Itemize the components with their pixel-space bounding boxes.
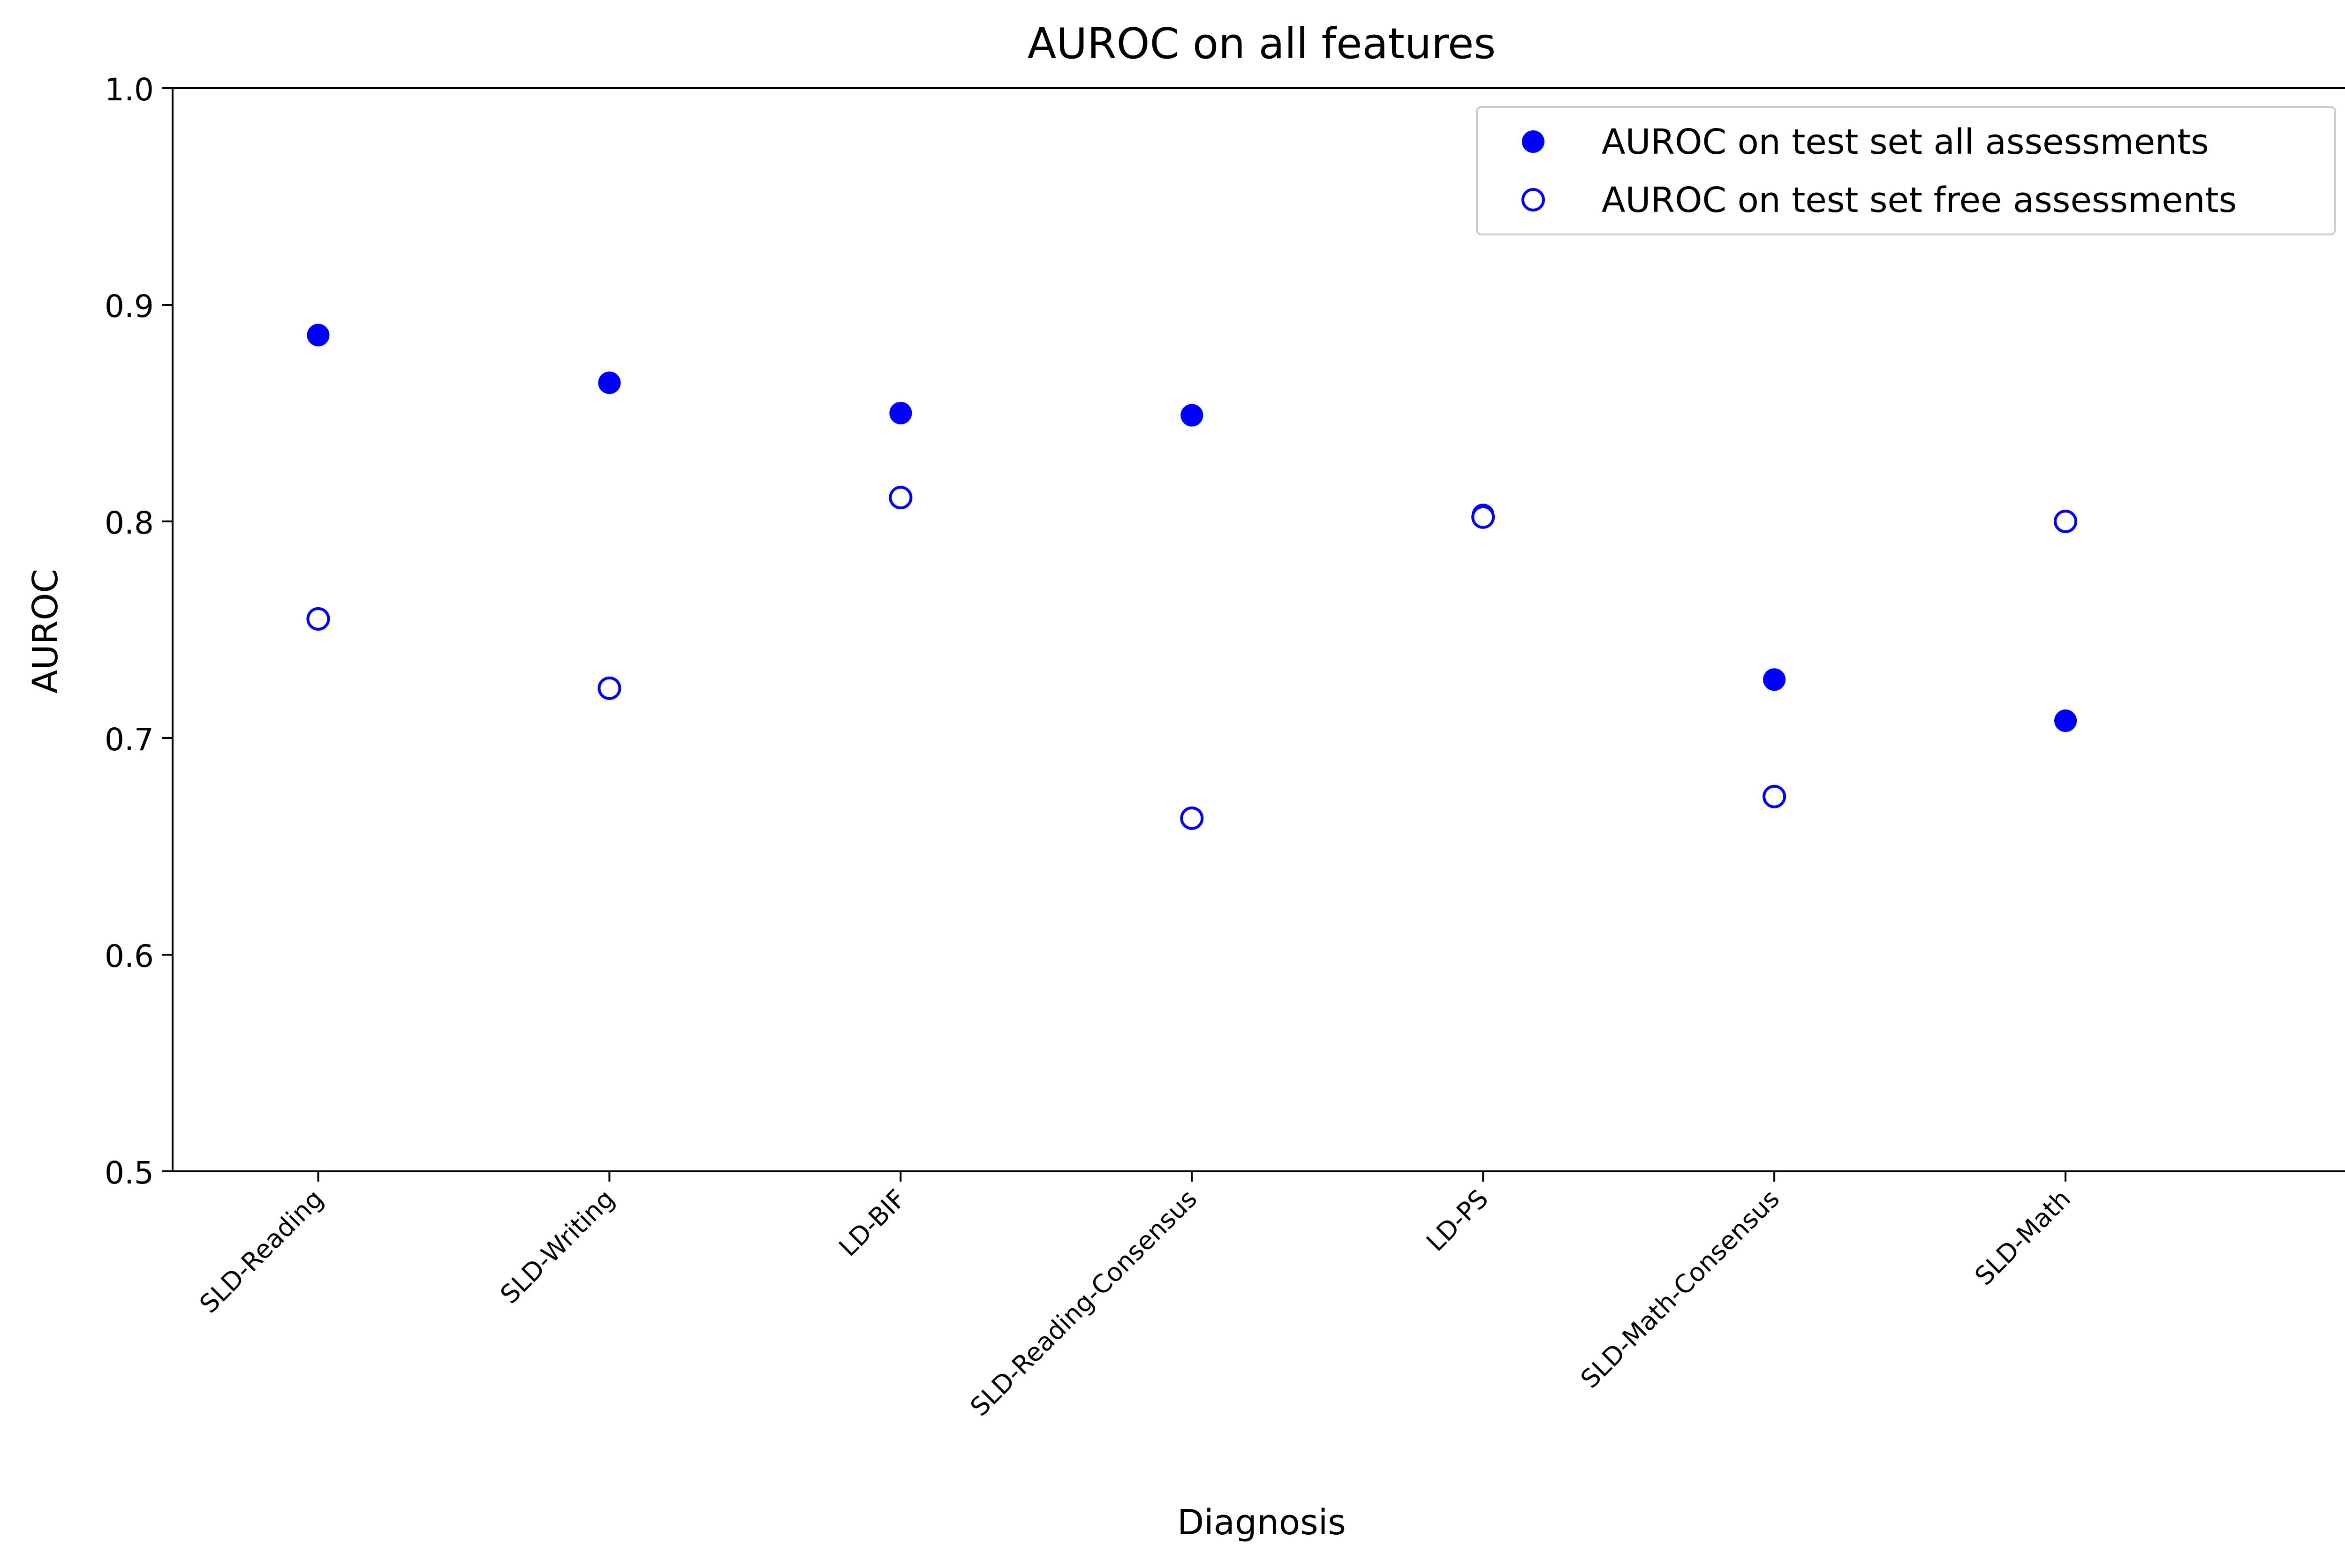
all-assessments-point [307,324,330,347]
x-tick-label: SLD-Reading [194,1184,329,1319]
legend-label: AUROC on test set free assessments [1602,180,2237,220]
free-assessments-point [598,676,621,700]
y-tick-label: 0.8 [105,505,154,541]
x-tick-label: SLD-Math [1969,1184,2076,1291]
x-tick-label: LD-BIF [833,1184,911,1262]
legend-box [1476,106,2336,235]
free-assessments-point [2054,510,2078,533]
y-tick-label: 0.6 [105,938,154,974]
free-assessments-point [889,486,913,510]
free-assessments-point [1763,784,1786,808]
all-assessments-point [598,371,621,394]
y-tick-label: 0.5 [105,1155,154,1191]
all-assessments-point [1763,668,1786,691]
x-axis-label: Diagnosis [1177,1502,1346,1543]
x-tick-label: SLD-Reading-Consensus [965,1184,1203,1422]
y-tick-label: 1.0 [105,72,154,108]
free-assessments-point [1180,806,1204,830]
legend-label: AUROC on test set all assessments [1602,122,2209,162]
chart-title: AUROC on all features [1028,19,1496,68]
plot-area: 0.5 0.6 0.7 0.8 0.9 1.0 SLD-Reading SLD-Writing… [105,72,2345,1422]
x-tick-label: LD-PS [1421,1184,1494,1257]
legend-marker-free-assessments [1521,188,1545,211]
x-tick-label: SLD-Writing [495,1184,620,1310]
all-assessments-point [1180,404,1203,427]
y-tick-label: 0.7 [105,722,154,758]
free-assessments-point [306,607,330,631]
free-assessments-point [1471,505,1495,529]
all-assessments-point [2054,709,2077,732]
x-tick-label: SLD-Math-Consensus [1575,1184,1785,1394]
plot-frame [172,87,2345,1172]
all-assessments-point [889,402,912,424]
y-tick-label: 0.9 [105,288,154,324]
legend-marker-all-assessments [1522,130,1544,153]
y-axis-label: AUROC [25,569,66,694]
